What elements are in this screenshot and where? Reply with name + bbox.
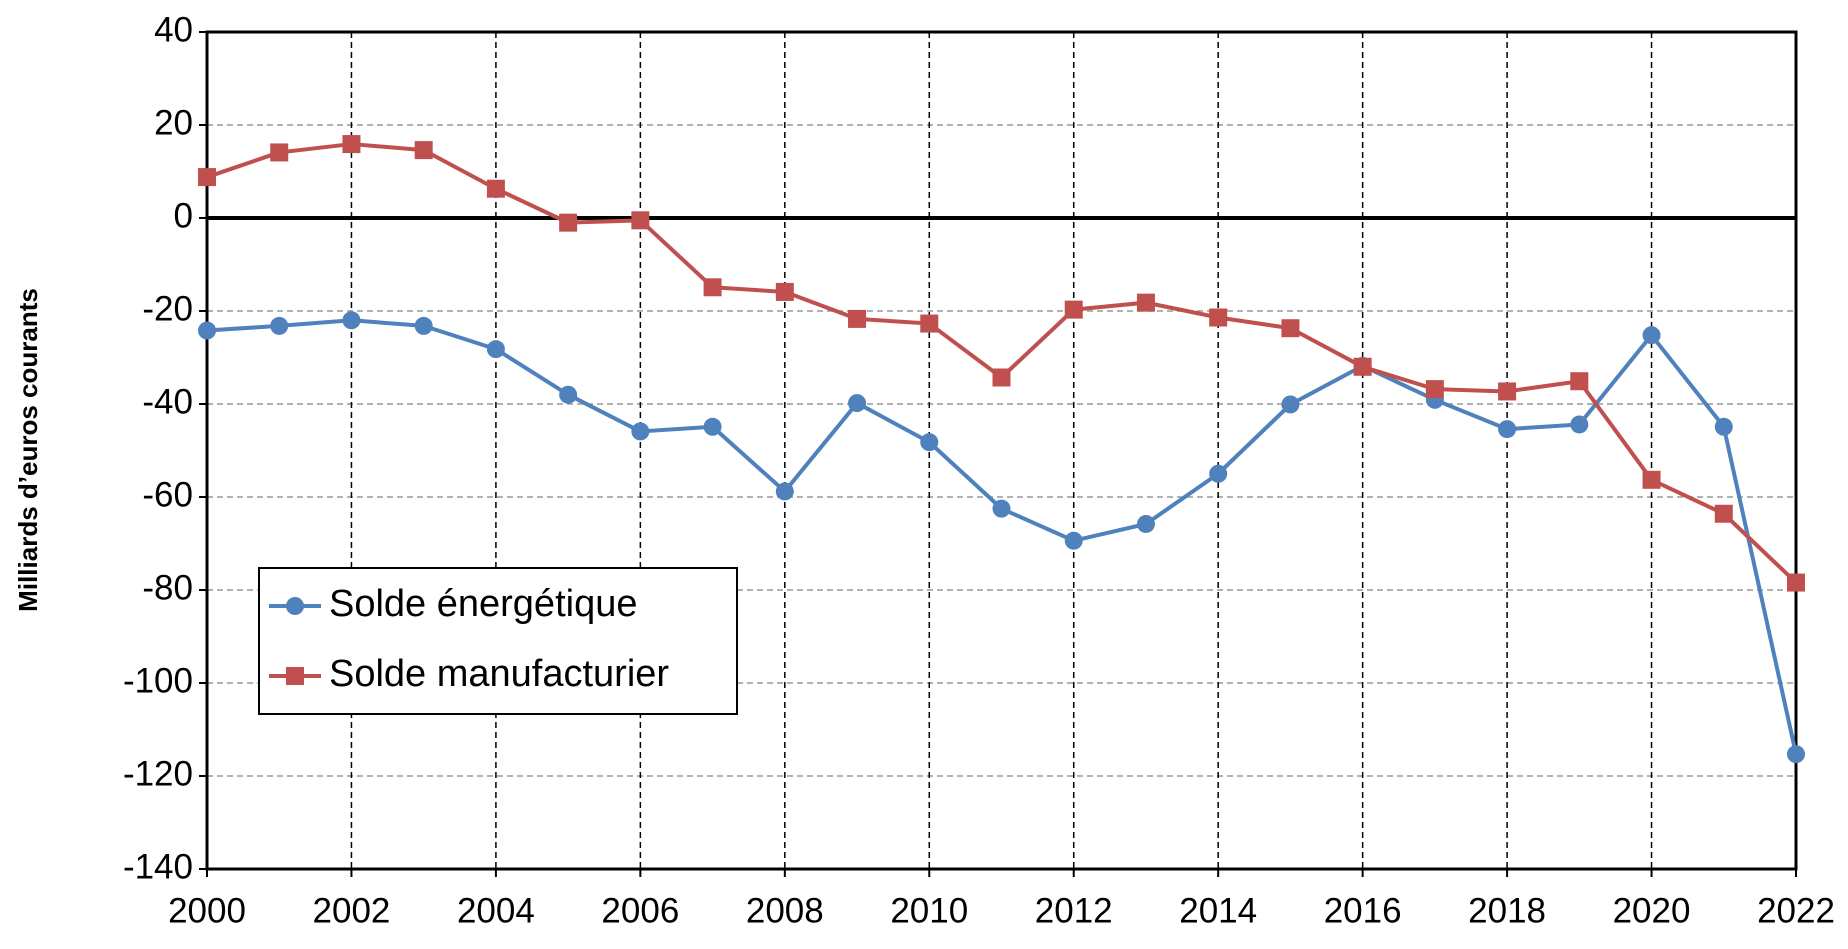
marker	[1064, 531, 1083, 550]
x-tick-label: 2022	[1757, 891, 1835, 930]
marker	[1209, 308, 1228, 327]
marker	[286, 667, 304, 685]
x-tick-label: 2014	[1179, 891, 1257, 930]
marker	[775, 282, 794, 301]
plot-frame	[205, 30, 1798, 871]
marker	[1281, 395, 1300, 414]
x-tick-label: 2008	[746, 891, 824, 930]
marker	[1136, 514, 1155, 533]
marker	[848, 394, 867, 413]
marker	[703, 278, 722, 297]
x-tick-label: 2004	[457, 891, 535, 930]
marker	[848, 309, 867, 328]
marker	[1570, 415, 1589, 434]
marker	[631, 211, 650, 230]
marker	[1281, 319, 1300, 338]
x-tick-label: 2006	[601, 891, 679, 930]
marker	[1714, 504, 1733, 523]
marker	[1714, 417, 1733, 436]
x-tick-label: 2002	[313, 891, 391, 930]
marker	[920, 314, 939, 333]
marker	[1425, 380, 1444, 399]
marker	[198, 168, 216, 187]
marker	[270, 316, 289, 335]
marker	[1787, 573, 1805, 592]
marker	[775, 482, 794, 501]
marker	[992, 499, 1011, 518]
marker	[198, 321, 216, 340]
marker	[1498, 420, 1517, 439]
marker	[1353, 357, 1372, 376]
marker	[1642, 326, 1661, 345]
x-tick-label: 2000	[168, 891, 246, 930]
marker	[1136, 293, 1155, 312]
y-tick-label: 20	[154, 103, 193, 142]
legend-label: Solde manufacturier	[329, 653, 669, 695]
x-tick-label: 2010	[890, 891, 968, 930]
y-tick-label: 40	[154, 10, 193, 49]
legend: Solde énergétique Solde manufacturier	[258, 567, 738, 715]
y-tick-label: 0	[174, 196, 193, 235]
y-tick-label: -80	[142, 568, 193, 607]
marker	[559, 385, 578, 404]
marker	[1064, 300, 1083, 319]
marker	[1570, 372, 1589, 391]
marker	[1787, 745, 1805, 764]
y-axis-label: Milliards d’euros courants	[13, 288, 43, 612]
marker	[486, 340, 505, 359]
marker	[1642, 470, 1661, 489]
legend-label: Solde énergétique	[329, 583, 637, 625]
marker	[414, 316, 433, 335]
y-tick-label: -20	[142, 289, 193, 328]
marker	[631, 422, 650, 441]
marker	[992, 368, 1011, 387]
marker	[1209, 464, 1228, 483]
legend-box	[258, 567, 738, 715]
marker	[1498, 382, 1517, 401]
marker	[559, 213, 578, 232]
x-tick-label: 2020	[1613, 891, 1691, 930]
y-tick-label: -40	[142, 382, 193, 421]
y-tick-label: -120	[123, 754, 193, 793]
y-tick-label: -140	[123, 847, 193, 886]
marker	[342, 311, 361, 330]
x-tick-label: 2016	[1324, 891, 1402, 930]
marker	[920, 433, 939, 452]
marker	[414, 141, 433, 160]
x-tick-label: 2018	[1468, 891, 1546, 930]
marker	[486, 179, 505, 198]
marker	[286, 597, 304, 615]
marker	[270, 143, 289, 162]
marker	[342, 135, 361, 154]
x-tick-label: 2012	[1035, 891, 1113, 930]
y-tick-label: -100	[123, 661, 193, 700]
y-tick-label: -60	[142, 475, 193, 514]
marker	[703, 417, 722, 436]
